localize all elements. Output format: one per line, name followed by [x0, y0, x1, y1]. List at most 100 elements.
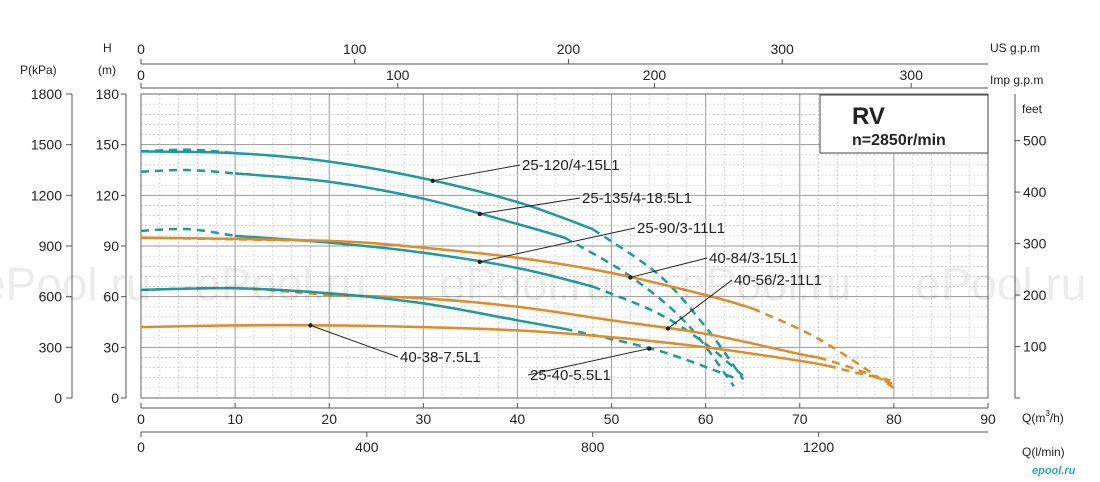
annotation-point — [308, 323, 313, 328]
series-dashed-segment — [140, 148, 236, 155]
annotation-1: 25-135/4-18.5L1 — [477, 190, 692, 217]
watermarks: ePool.ru ePool.ru ePool.ru ePool.ru ePool.ru — [0, 258, 1086, 310]
pressure-tick-label: 600 — [39, 289, 63, 305]
annotation-leader — [479, 197, 581, 215]
annotation-0: 25-120/4-15L1 — [430, 157, 620, 184]
series-group — [140, 148, 895, 389]
series-1 — [140, 168, 735, 387]
imp-gpm-tick-label: 300 — [900, 67, 924, 83]
annotation-3: 40-84/3-15L1 — [628, 250, 798, 280]
series-solid-line — [329, 293, 819, 359]
annotation-point — [430, 178, 435, 184]
us-gpm-tick-label: 200 — [557, 41, 581, 57]
flow-m3h-tick-label: 90 — [980, 411, 996, 427]
pressure-tick-label: 1500 — [31, 137, 62, 153]
pressure-tick-label: 0 — [54, 390, 62, 406]
pressure-tick-label: 300 — [39, 339, 63, 355]
head-tick-label: 60 — [103, 289, 119, 305]
annotation-6: 25-40-5.5L1 — [527, 346, 652, 384]
annotation-leader — [527, 348, 650, 376]
annotation-leader — [667, 279, 733, 329]
flow-m3h-tick-label: 50 — [604, 411, 620, 427]
annotation-point — [665, 326, 671, 331]
flow-lpm-axis-label: Q(l/min) — [1022, 445, 1065, 459]
series-6 — [140, 323, 895, 383]
watermark-text: ePool.ru — [195, 258, 366, 310]
pressure-tick-label: 1200 — [31, 187, 62, 203]
us-gpm-axis-label: US g.p.m — [990, 41, 1040, 55]
series-solid-line — [140, 323, 829, 368]
head-tick-label: 90 — [103, 238, 119, 254]
annotation-4: 40-56/2-11L1 — [665, 272, 822, 331]
watermark-text: ePool.ru — [0, 258, 151, 310]
imp-gpm-tick-label: 100 — [386, 67, 410, 83]
feet-axis-label: feet — [1022, 102, 1043, 116]
annotation-label: 25-90/3-11L1 — [637, 220, 725, 237]
title-box: RV n=2850r/min — [819, 94, 989, 154]
flow-m3h-tick-label: 70 — [792, 411, 808, 427]
series-dashed-tail — [592, 285, 745, 377]
axes: 0306090120150180030060090012001500180010… — [31, 41, 1047, 455]
head-axis-label: H — [103, 41, 112, 55]
series-0 — [140, 148, 745, 381]
flow-m3h-tick-label: 40 — [510, 411, 526, 427]
flow-m3h-axis-label: Q(m3/h) — [1022, 409, 1064, 425]
feet-tick-label: 200 — [1023, 287, 1047, 303]
flow-m3h-tick-label: 20 — [321, 411, 337, 427]
annotation-label: 40-38-7.5L1 — [400, 349, 481, 366]
series-dashed-tail — [827, 364, 895, 383]
series-dashed-tail — [818, 356, 895, 386]
plot-frame — [140, 93, 989, 399]
annotation-leader — [479, 227, 636, 263]
flow-m3h-tick-label: 0 — [137, 411, 145, 427]
imp-gpm-tick-label: 0 — [137, 67, 145, 83]
flow-m3h-tick-label: 80 — [886, 411, 902, 427]
series-solid-line — [140, 286, 565, 331]
brand-logo: epool.ru — [1032, 465, 1076, 477]
watermark-text: ePool.ru — [915, 258, 1086, 310]
head-axis-unit: (m) — [98, 63, 116, 77]
flow-m3h-tick-label: 60 — [698, 411, 714, 427]
flow-lpm-tick-label: 0 — [137, 439, 145, 455]
feet-tick-label: 500 — [1023, 133, 1047, 149]
head-tick-label: 30 — [103, 339, 119, 355]
series-solid-line — [234, 172, 565, 239]
pressure-axis-label: P(kPa) — [20, 63, 57, 77]
pressure-tick-label: 900 — [39, 238, 63, 254]
head-tick-label: 0 — [111, 390, 119, 406]
annotation-leader — [432, 164, 521, 182]
series-dashed-segment — [140, 227, 236, 238]
us-gpm-tick-label: 0 — [137, 41, 145, 57]
annotation-5: 40-38-7.5L1 — [308, 323, 481, 366]
annotation-point — [477, 211, 482, 217]
annotations: 25-120/4-15L1 25-135/4-18.5L1 25-90/3-11L1… — [308, 157, 822, 384]
annotation-point — [628, 275, 633, 280]
us-gpm-tick-label: 300 — [770, 41, 794, 57]
feet-tick-label: 300 — [1023, 236, 1047, 252]
series-solid-line — [140, 236, 754, 310]
flow-m3h-tick-label: 10 — [227, 411, 243, 427]
series-dashed-tail — [564, 327, 735, 379]
chart-subtitle: n=2850r/min — [852, 132, 946, 149]
watermark-text: ePool.ru — [680, 258, 851, 310]
series-solid-line — [140, 150, 594, 231]
head-tick-label: 150 — [96, 137, 120, 153]
annotation-label: 40-84/3-15L1 — [709, 250, 798, 267]
series-dashed-tail — [563, 236, 735, 387]
pressure-tick-label: 1800 — [31, 86, 62, 102]
annotation-label: 40-56/2-11L1 — [734, 272, 822, 289]
imp-gpm-axis-label: Imp g.p.m — [990, 73, 1043, 87]
flow-lpm-tick-label: 1200 — [803, 439, 834, 455]
series-5 — [140, 286, 735, 379]
annotation-point — [477, 259, 482, 265]
head-tick-label: 180 — [96, 86, 120, 102]
flow-m3h-tick-label: 30 — [416, 411, 432, 427]
us-gpm-tick-label: 100 — [343, 41, 367, 57]
annotation-label: 25-40-5.5L1 — [530, 367, 611, 384]
annotation-leader — [630, 257, 708, 278]
head-tick-label: 120 — [96, 187, 120, 203]
annotation-label: 25-135/4-18.5L1 — [582, 190, 692, 207]
annotation-leader — [310, 324, 399, 358]
flow-lpm-tick-label: 400 — [355, 439, 379, 455]
